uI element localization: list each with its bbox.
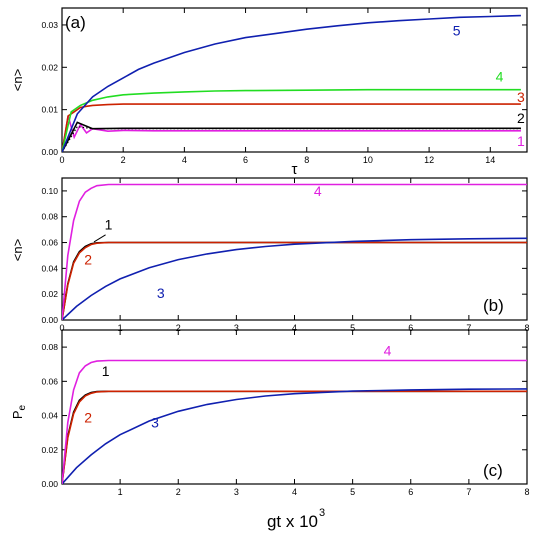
y-tick-label: 0.08 [41, 342, 58, 352]
curve-label-4: 4 [314, 183, 322, 199]
x-tick-label: 1 [118, 323, 123, 333]
x-tick-label: 1 [118, 487, 123, 497]
series-line-4 [62, 183, 527, 320]
series-line-1 [62, 390, 527, 484]
curve-label-3: 3 [157, 285, 165, 301]
panel-c: 1 2 3 4 5 6 7 8 0.00 0.02 0.04 0.06 0.08 Pe (c) 4 1 2 3 [10, 329, 530, 497]
x-tick-label: 2 [176, 487, 181, 497]
y-tick-label: 0.04 [41, 263, 58, 273]
curve-label-5: 5 [453, 23, 461, 39]
x-axis-label: τ [292, 161, 298, 178]
x-tick-label: 6 [408, 487, 413, 497]
x-tick-label: 4 [292, 487, 297, 497]
series-line-2 [62, 121, 521, 152]
x-tick-label: 2 [121, 155, 126, 165]
curve-label-4: 4 [496, 68, 504, 84]
shared-x-axis-label-exponent: 3 [319, 507, 325, 519]
y-tick-label: 0.02 [41, 445, 58, 455]
curve-label-2: 2 [84, 251, 92, 267]
shared-x-axis-label: gt x 10 [267, 512, 318, 531]
curve-1-leader [93, 234, 106, 243]
curve-label-1: 1 [105, 217, 113, 233]
x-tick-label: 6 [243, 155, 248, 165]
y-tick-label: 0.03 [41, 20, 58, 30]
x-tick-label: 7 [466, 487, 471, 497]
y-tick-label: 0.00 [41, 479, 58, 489]
curve-label-1: 1 [102, 363, 110, 379]
y-axis-label: <n> [10, 239, 25, 261]
x-tick-label: 6 [408, 323, 413, 333]
curve-label-4: 4 [384, 343, 392, 359]
series-line-4 [62, 359, 527, 484]
curve-label-2: 2 [517, 110, 525, 126]
x-tick-label: 4 [292, 323, 297, 333]
y-tick-label: 0.06 [41, 376, 58, 386]
series-line-1 [62, 241, 527, 320]
y-axis-label: Pe [10, 404, 28, 419]
y-tick-label: 0.08 [41, 212, 58, 222]
plot-frame [61, 329, 528, 485]
series-line-2 [62, 390, 527, 484]
x-tick-label: 14 [485, 155, 495, 165]
y-tick-label: 0.04 [41, 411, 58, 421]
y-tick-label: 0.00 [41, 147, 58, 157]
panel-label: (b) [483, 296, 504, 315]
y-tick-label: 0.06 [41, 238, 58, 248]
x-tick-label: 12 [424, 155, 434, 165]
x-tick-label: 0 [59, 155, 64, 165]
series-line-5 [62, 14, 521, 152]
y-tick-label: 0.00 [41, 315, 58, 325]
y-tick-label: 0.01 [41, 105, 58, 115]
series-line-3 [62, 103, 521, 152]
x-tick-label: 3 [234, 487, 239, 497]
series-line-3 [62, 388, 527, 484]
panel-b: 0 1 2 3 4 5 6 7 8 0.00 0.02 0.04 0.06 0.08 0.10 <n> (b) 4… [10, 177, 530, 333]
x-tick-label: 7 [466, 323, 471, 333]
y-axis-label: <n> [10, 69, 25, 91]
series-line-4 [62, 88, 521, 152]
panel-label: (a) [65, 13, 86, 32]
series-line-1 [62, 115, 521, 152]
x-tick-label: 3 [234, 323, 239, 333]
panel-label: (c) [483, 461, 503, 480]
curve-label-2: 2 [84, 409, 92, 425]
curve-label-3: 3 [517, 89, 525, 105]
x-tick-label: 2 [176, 323, 181, 333]
y-tick-label: 0.10 [41, 186, 58, 196]
x-tick-label: 8 [304, 155, 309, 165]
x-tick-label: 4 [182, 155, 187, 165]
x-tick-label: 5 [350, 487, 355, 497]
plot-frame [61, 7, 528, 153]
x-tick-label: 10 [363, 155, 373, 165]
x-tick-label: 5 [350, 323, 355, 333]
x-tick-label: 8 [524, 487, 529, 497]
series-line-2 [62, 241, 527, 320]
y-tick-label: 0.02 [41, 62, 58, 72]
curve-label-1: 1 [517, 133, 525, 149]
y-tick-label: 0.02 [41, 289, 58, 299]
x-tick-label: 0 [59, 323, 64, 333]
series-line-2-dotted [62, 125, 521, 152]
x-tick-label: 8 [524, 323, 529, 333]
plot-frame [61, 177, 528, 321]
curve-label-3: 3 [151, 415, 159, 431]
series-line-3 [62, 237, 527, 320]
